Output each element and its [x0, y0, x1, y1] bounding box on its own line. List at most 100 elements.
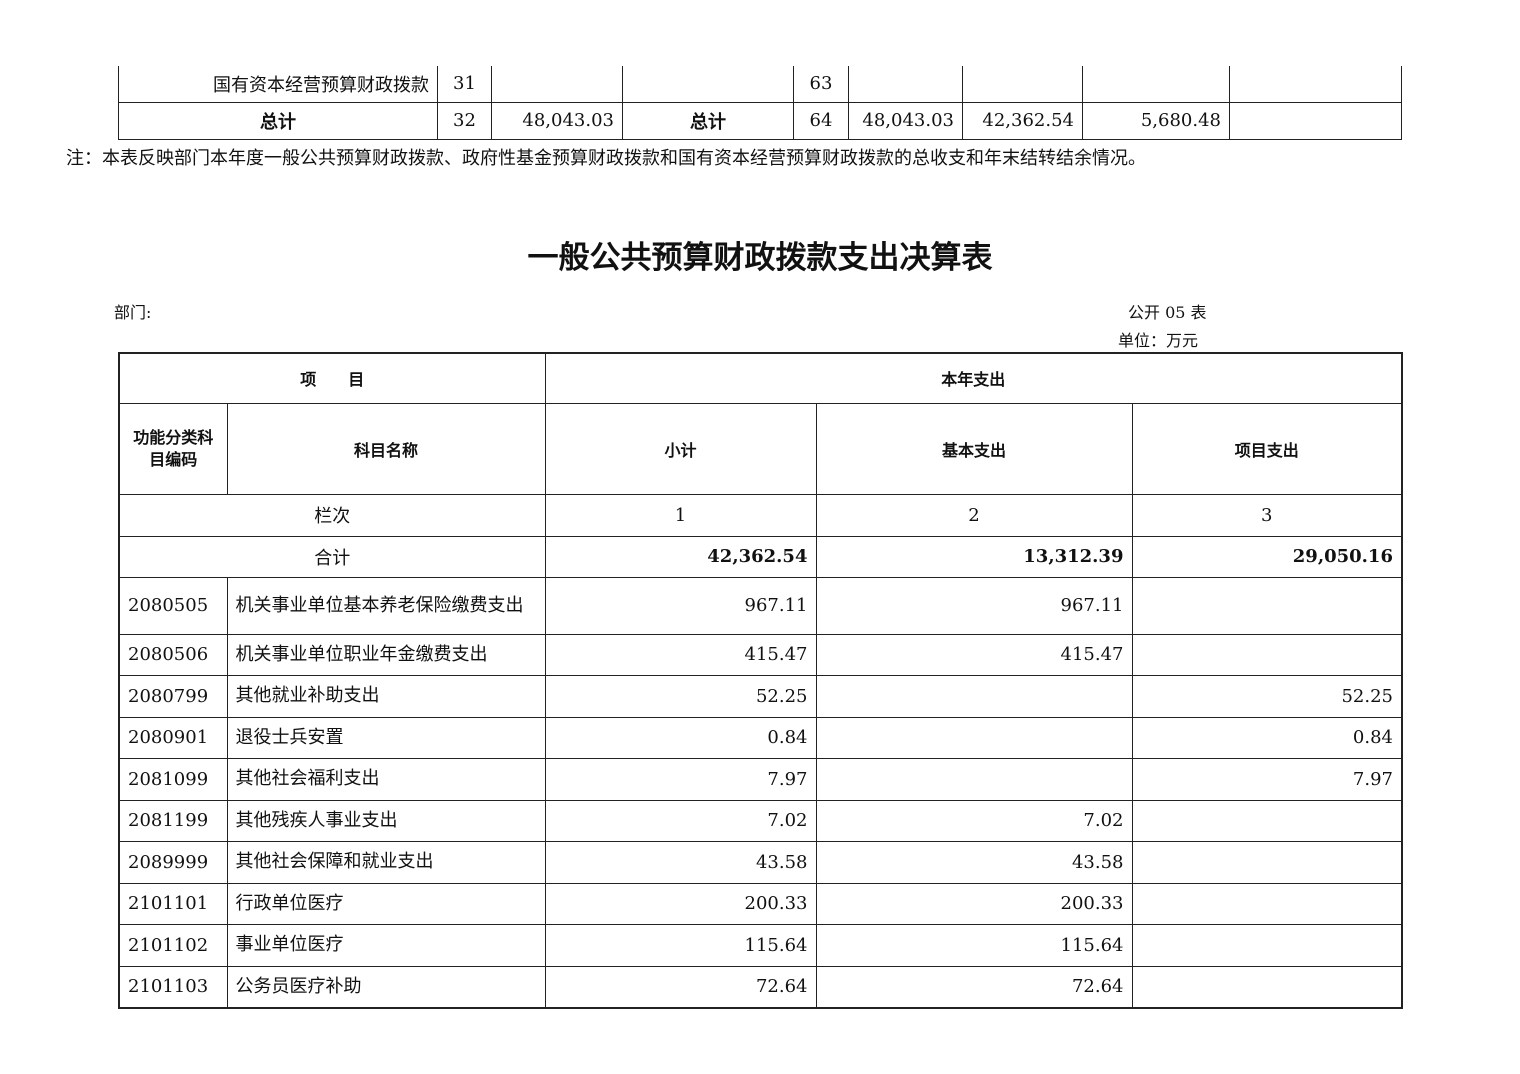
cell-a	[848, 66, 963, 103]
cell-code: 2101101	[118, 882, 228, 925]
table-row: 国有资本经营预算财政拨款 31 63	[118, 66, 1402, 103]
cell-name: 行政单位医疗	[226, 882, 546, 925]
cell-d	[1229, 101, 1402, 140]
header-subtotal: 小计	[544, 402, 817, 495]
cell-no2: 64	[793, 101, 849, 140]
header-project: 项目支出	[1131, 402, 1403, 495]
cell-proj	[1131, 924, 1403, 967]
cell-proj	[1131, 841, 1403, 884]
table-row: 2089999 其他社会保障和就业支出 43.58 43.58	[118, 841, 1403, 884]
cell-sub: 415.47	[544, 633, 817, 676]
cell-no1: 32	[437, 101, 492, 140]
table-note: 注：本表反映部门本年度一般公共预算财政拨款、政府性基金预算财政拨款和国有资本经营…	[66, 148, 1146, 169]
cell-name: 其他社会保障和就业支出	[226, 841, 546, 884]
cell-code: 2080505	[118, 576, 228, 635]
cell-sub: 200.33	[544, 882, 817, 925]
page-title: 一般公共预算财政拨款支出决算表	[527, 240, 993, 276]
header-year-expenditure: 本年支出	[544, 352, 1403, 404]
cell-d	[1229, 66, 1402, 103]
cell-basic	[815, 758, 1133, 801]
cell-code: 2089999	[118, 841, 228, 884]
cell-name: 总计	[118, 101, 438, 140]
cell-v1	[491, 66, 623, 103]
total-subtotal: 42,362.54	[544, 535, 817, 578]
cell-name2	[622, 66, 794, 103]
cell-code: 2081099	[118, 758, 228, 801]
cell-code: 2080901	[118, 716, 228, 759]
table-row: 2080901 退役士兵安置 0.84 0.84	[118, 716, 1403, 759]
cell-proj	[1131, 633, 1403, 676]
cell-c: 5,680.48	[1082, 101, 1230, 140]
cell-c	[1082, 66, 1230, 103]
cell-code: 2080799	[118, 675, 228, 718]
total-project: 29,050.16	[1131, 535, 1403, 578]
cell-name: 其他残疾人事业支出	[226, 799, 546, 842]
cell-b	[962, 66, 1083, 103]
cell-name: 国有资本经营预算财政拨款	[118, 66, 438, 103]
cell-name: 其他就业补助支出	[226, 675, 546, 718]
cell-name: 机关事业单位基本养老保险缴费支出	[226, 576, 546, 635]
cell-proj: 7.97	[1131, 758, 1403, 801]
summary-table-tail: 国有资本经营预算财政拨款 31 63 总计 32 48,043.03 总计 64 48,043.…	[118, 66, 1402, 140]
column-index-2: 2	[815, 493, 1133, 537]
department-label: 部门:	[114, 303, 152, 322]
table-row: 总计 32 48,043.03 总计 64 48,043.03 42,362.54 5,680…	[118, 101, 1402, 140]
header-code: 功能分类科目编码	[118, 402, 228, 495]
unit-label: 单位：万元	[1118, 331, 1199, 350]
cell-name: 其他社会福利支出	[226, 758, 546, 801]
table-row: 2080799 其他就业补助支出 52.25 52.25	[118, 675, 1403, 718]
column-index-label: 栏次	[118, 493, 546, 537]
cell-sub: 72.64	[544, 965, 817, 1008]
cell-basic	[815, 716, 1133, 759]
cell-sub: 7.02	[544, 799, 817, 842]
cell-basic: 200.33	[815, 882, 1133, 925]
cell-basic: 415.47	[815, 633, 1133, 676]
table-row: 2080506 机关事业单位职业年金缴费支出 415.47 415.47	[118, 633, 1403, 676]
cell-proj	[1131, 882, 1403, 925]
cell-proj: 0.84	[1131, 716, 1403, 759]
cell-proj	[1131, 799, 1403, 842]
cell-code: 2101103	[118, 965, 228, 1008]
cell-basic: 43.58	[815, 841, 1133, 884]
cell-name2: 总计	[622, 101, 794, 140]
table-row: 2101102 事业单位医疗 115.64 115.64	[118, 924, 1403, 967]
cell-sub: 52.25	[544, 675, 817, 718]
cell-name: 退役士兵安置	[226, 716, 546, 759]
total-basic: 13,312.39	[815, 535, 1133, 578]
cell-name: 机关事业单位职业年金缴费支出	[226, 633, 546, 676]
header-basic: 基本支出	[815, 402, 1133, 495]
expenditure-table: 项 目 本年支出 功能分类科目编码 科目名称 小计 基本支出 项目支出 栏次 1…	[118, 352, 1403, 1009]
cell-a: 48,043.03	[848, 101, 963, 140]
cell-proj	[1131, 965, 1403, 1008]
cell-proj	[1131, 576, 1403, 635]
table-row: 2101101 行政单位医疗 200.33 200.33	[118, 882, 1403, 925]
table-row: 2081099 其他社会福利支出 7.97 7.97	[118, 758, 1403, 801]
cell-code: 2101102	[118, 924, 228, 967]
table-row: 2081199 其他残疾人事业支出 7.02 7.02	[118, 799, 1403, 842]
cell-basic: 72.64	[815, 965, 1133, 1008]
cell-basic	[815, 675, 1133, 718]
cell-name: 事业单位医疗	[226, 924, 546, 967]
cell-v1: 48,043.03	[491, 101, 623, 140]
cell-basic: 115.64	[815, 924, 1133, 967]
cell-proj: 52.25	[1131, 675, 1403, 718]
cell-sub: 7.97	[544, 758, 817, 801]
cell-sub: 43.58	[544, 841, 817, 884]
cell-basic: 7.02	[815, 799, 1133, 842]
table-row: 2080505 机关事业单位基本养老保险缴费支出 967.11 967.11	[118, 576, 1403, 635]
header-subject: 科目名称	[226, 402, 546, 495]
cell-no1: 31	[437, 66, 492, 103]
total-label: 合计	[118, 535, 546, 578]
cell-code: 2081199	[118, 799, 228, 842]
cell-basic: 967.11	[815, 576, 1133, 635]
table-row: 2101103 公务员医疗补助 72.64 72.64	[118, 965, 1403, 1008]
column-index-3: 3	[1131, 493, 1403, 537]
cell-b: 42,362.54	[962, 101, 1083, 140]
cell-sub: 0.84	[544, 716, 817, 759]
table-number: 公开 05 表	[1128, 303, 1207, 322]
cell-sub: 967.11	[544, 576, 817, 635]
column-index-1: 1	[544, 493, 817, 537]
cell-no2: 63	[793, 66, 849, 103]
cell-code: 2080506	[118, 633, 228, 676]
cell-sub: 115.64	[544, 924, 817, 967]
